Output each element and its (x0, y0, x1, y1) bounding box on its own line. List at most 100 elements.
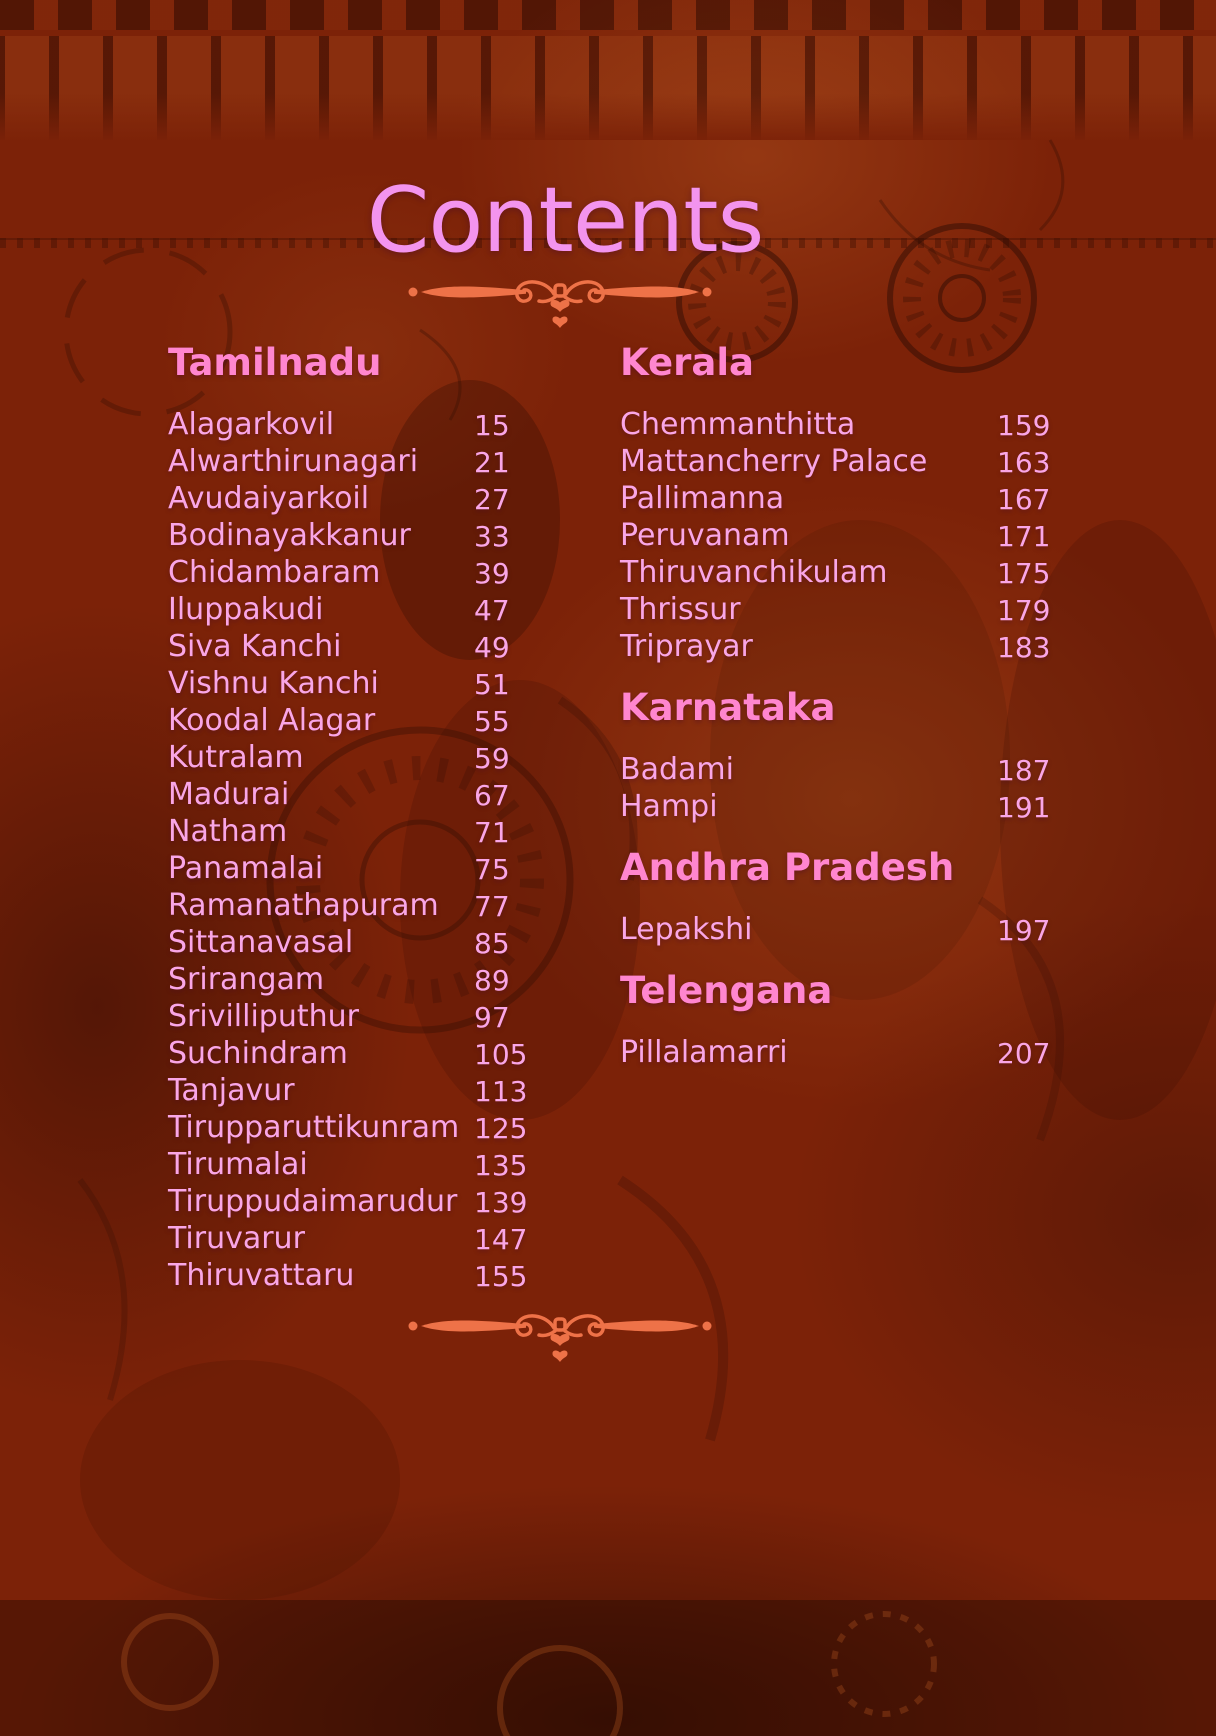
toc-entry-label: Triprayar (620, 629, 753, 664)
toc-row: Kutralam 59 (168, 739, 548, 776)
toc-row: Thiruvattaru 155 (168, 1257, 548, 1294)
toc-entry-page: 39 (474, 557, 510, 590)
toc-row: Peruvanam 171 (620, 517, 1070, 554)
section-heading-andhra-pradesh: Andhra Pradesh (620, 846, 955, 889)
toc-entry-page: 89 (474, 964, 510, 997)
toc-row: Srivilliputhur 97 (168, 998, 548, 1035)
mural-bead-band (0, 238, 1216, 248)
toc-entry-page: 49 (474, 631, 510, 664)
toc-entry-page: 55 (474, 705, 510, 738)
toc-entry-page: 33 (474, 520, 510, 553)
toc-row: Thiruvanchikulam 175 (620, 554, 1070, 591)
mural-petal-band (0, 36, 1216, 140)
toc-entry-label: Hampi (620, 789, 718, 824)
divider-flourish-icon (408, 1314, 712, 1362)
toc-entry-label: Thiruvattaru (168, 1258, 355, 1293)
toc-entry-label: Pallimanna (620, 481, 785, 516)
toc-entry-page: 85 (474, 927, 510, 960)
toc-row: Bodinayakkanur 33 (168, 517, 548, 554)
toc-entry-page: 207 (997, 1037, 1051, 1070)
toc-entry-label: Tirupparuttikunram (168, 1110, 460, 1145)
toc-row: Alwarthirunagari 21 (168, 443, 548, 480)
toc-row: Suchindram 105 (168, 1035, 548, 1072)
toc-entry-label: Vishnu Kanchi (168, 666, 379, 701)
toc-entry-page: 59 (474, 742, 510, 775)
toc-entry-label: Tirumalai (168, 1147, 308, 1182)
toc-row: Hampi 191 (620, 788, 1070, 825)
toc-entry-page: 179 (997, 594, 1051, 627)
toc-column-left: Tamilnadu Alagarkovil 15 Alwarthirunagari 21… (168, 342, 548, 1294)
toc-entry-page: 75 (474, 853, 510, 886)
toc-row: Lepakshi 197 (620, 911, 1070, 948)
toc-entry-label: Peruvanam (620, 518, 790, 553)
toc-entry-label: Chidambaram (168, 555, 381, 590)
toc-entry-page: 51 (474, 668, 510, 701)
section-heading-karnataka: Karnataka (620, 686, 836, 729)
toc-entry-label: Tiruvarur (168, 1221, 305, 1256)
toc-entry-page: 135 (474, 1149, 528, 1182)
toc-row: Badami 187 (620, 751, 1070, 788)
toc-entry-label: Mattancherry Palace (620, 444, 928, 479)
toc-entry-label: Tanjavur (168, 1073, 295, 1108)
toc-entry-label: Alagarkovil (168, 407, 335, 442)
toc-entry-label: Lepakshi (620, 912, 753, 947)
toc-entry-page: 71 (474, 816, 510, 849)
toc-entry-label: Alwarthirunagari (168, 444, 419, 479)
toc-entry-page: 183 (997, 631, 1051, 664)
toc-row: Thrissur 179 (620, 591, 1070, 628)
page-title: Contents (366, 168, 765, 273)
toc-row: Vishnu Kanchi 51 (168, 665, 548, 702)
toc-column-right: Kerala Chemmanthitta 159 Mattancherry Palac… (620, 342, 1070, 1071)
toc-row: Pallimanna 167 (620, 480, 1070, 517)
toc-entry-page: 21 (474, 446, 510, 479)
toc-entry-page: 155 (474, 1260, 528, 1293)
toc-entry-page: 167 (997, 483, 1051, 516)
toc-row: Sittanavasal 85 (168, 924, 548, 961)
toc-entry-label: Iluppakudi (168, 592, 324, 627)
toc-row: Natham 71 (168, 813, 548, 850)
toc-entry-page: 97 (474, 1001, 510, 1034)
toc-entry-label: Badami (620, 752, 734, 787)
toc-entry-label: Srivilliputhur (168, 999, 359, 1034)
toc-entry-label: Chemmanthitta (620, 407, 856, 442)
toc-row: Tiruvarur 147 (168, 1220, 548, 1257)
toc-entry-label: Natham (168, 814, 288, 849)
section-heading-telengana: Telengana (620, 969, 833, 1012)
toc-row: Triprayar 183 (620, 628, 1070, 665)
toc-entry-page: 171 (997, 520, 1051, 553)
toc-entry-label: Thiruvanchikulam (620, 555, 888, 590)
divider-flourish-icon (408, 280, 712, 328)
toc-entry-page: 159 (997, 409, 1051, 442)
toc-row: Chemmanthitta 159 (620, 406, 1070, 443)
toc-row: Tanjavur 113 (168, 1072, 548, 1109)
toc-entry-label: Bodinayakkanur (168, 518, 411, 553)
toc-entry-page: 105 (474, 1038, 528, 1071)
toc-entry-page: 147 (474, 1223, 528, 1256)
toc-entry-label: Panamalai (168, 851, 324, 886)
toc-entry-page: 125 (474, 1112, 528, 1145)
toc-row: Siva Kanchi 49 (168, 628, 548, 665)
toc-row: Madurai 67 (168, 776, 548, 813)
toc-row: Tirumalai 135 (168, 1146, 548, 1183)
top-divider (408, 272, 712, 364)
toc-entry-page: 15 (474, 409, 510, 442)
toc-entry-page: 113 (474, 1075, 528, 1108)
toc-row: Mattancherry Palace 163 (620, 443, 1070, 480)
toc-row: Iluppakudi 47 (168, 591, 548, 628)
toc-row: Tirupparuttikunram 125 (168, 1109, 548, 1146)
toc-entry-label: Thrissur (620, 592, 741, 627)
toc-entry-label: Avudaiyarkoil (168, 481, 370, 516)
toc-entry-page: 187 (997, 754, 1051, 787)
toc-entry-label: Koodal Alagar (168, 703, 376, 738)
section-heading-tamilnadu: Tamilnadu (168, 341, 382, 384)
toc-entry-label: Srirangam (168, 962, 325, 997)
toc-entry-label: Sittanavasal (168, 925, 354, 960)
toc-entry-page: 197 (997, 914, 1051, 947)
section-heading-kerala: Kerala (620, 341, 754, 384)
toc-entry-page: 27 (474, 483, 510, 516)
toc-row: Ramanathapuram 77 (168, 887, 548, 924)
toc-entry-page: 77 (474, 890, 510, 923)
toc-row: Tiruppudaimarudur 139 (168, 1183, 548, 1220)
toc-entry-label: Pillalamarri (620, 1035, 788, 1070)
toc-row: Pillalamarri 207 (620, 1034, 1070, 1071)
